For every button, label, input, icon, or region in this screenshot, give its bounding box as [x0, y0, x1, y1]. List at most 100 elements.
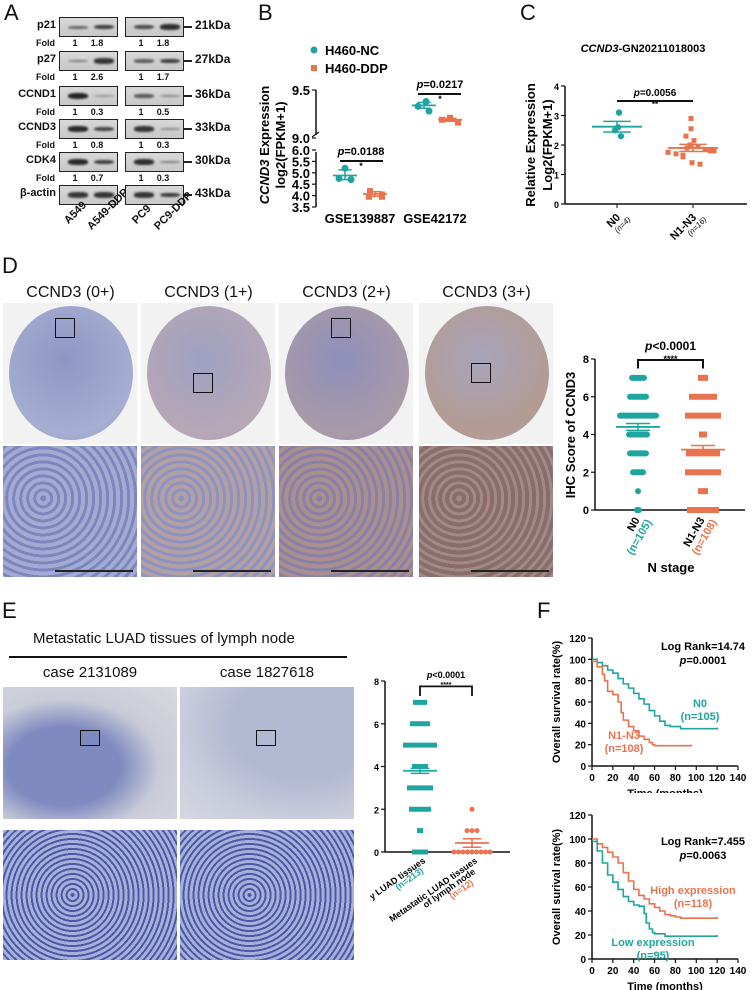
svg-text:p<0.0001: p<0.0001	[644, 339, 696, 353]
chart-f-survival-n-stage: 0 20 40 60 80 100 120 0 20 40 60 80 100 120 140 Time (m…	[551, 634, 747, 793]
scale-bar	[331, 570, 409, 572]
svg-text:(n=95): (n=95)	[637, 950, 670, 962]
protein-band	[94, 95, 114, 97]
blot-box	[125, 86, 184, 106]
protein-label: CDK4	[26, 154, 56, 166]
fold-value: 1.7	[156, 72, 170, 82]
svg-text:Overall survival rate(%): Overall survival rate(%)	[551, 641, 563, 764]
svg-text:2: 2	[554, 141, 559, 151]
zoom-box	[55, 318, 75, 338]
svg-text:p<0.0001: p<0.0001	[426, 670, 465, 680]
lymph-node-low-mag-image	[180, 687, 354, 819]
svg-text:****: ****	[441, 682, 452, 689]
protein-band	[134, 24, 154, 30]
protein-band	[68, 25, 88, 29]
svg-text:p=0.0217: p=0.0217	[416, 79, 464, 91]
kda-label: 30kDa	[195, 153, 231, 167]
svg-text:120: 120	[709, 966, 726, 977]
zoom-box	[471, 363, 491, 383]
fold-label: Fold	[36, 173, 55, 183]
chart-c-relative-expression: CCND3-GN20211018003 0 1 2 3 4 Relative Express…	[523, 43, 747, 243]
panel-f-label: F	[537, 598, 551, 623]
fold-value: 1	[138, 140, 144, 150]
fold-value: 0.3	[156, 140, 170, 150]
svg-text:GSE42172: GSE42172	[403, 211, 467, 226]
svg-text:120: 120	[569, 634, 586, 645]
case-title: case 2131089	[42, 664, 138, 681]
fold-label: Fold	[36, 72, 55, 82]
svg-text:80: 80	[575, 677, 587, 688]
svg-text:9.0: 9.0	[292, 131, 310, 146]
svg-text:20: 20	[607, 966, 619, 977]
tissue-core	[425, 306, 549, 440]
svg-text:20: 20	[607, 773, 619, 784]
svg-text:Overall surival rate(%): Overall surival rate(%)	[551, 829, 563, 946]
fold-value: 0.3	[156, 173, 170, 183]
protein-band	[160, 192, 180, 198]
lymph-node-low-mag-image	[3, 687, 177, 819]
fold-value: 1.8	[90, 38, 104, 48]
svg-text:CCND3-GN20211018003: CCND3-GN20211018003	[581, 43, 706, 55]
blot-box	[125, 185, 184, 205]
kda-label: 21kDa	[195, 18, 231, 32]
svg-text:N stage: N stage	[648, 560, 695, 575]
fold-value: 1	[138, 173, 144, 183]
ihc-magnified-image	[419, 446, 553, 577]
tma-core-image	[3, 303, 137, 444]
protein-band	[134, 94, 154, 98]
svg-text:p=0.0188: p=0.0188	[337, 146, 385, 158]
protein-band	[134, 159, 154, 165]
svg-text:6.0: 6.0	[292, 143, 310, 158]
svg-text:Log2(FPKM+1): Log2(FPKM+1)	[540, 99, 555, 190]
svg-text:4: 4	[554, 82, 559, 92]
zoom-box	[80, 730, 100, 746]
svg-text:6: 6	[583, 392, 589, 404]
svg-text:8: 8	[374, 677, 379, 687]
svg-text:0: 0	[589, 773, 595, 784]
protein-label: CCND3	[18, 121, 56, 133]
svg-text:100: 100	[688, 773, 705, 784]
svg-text:Log Rank=14.74: Log Rank=14.74	[661, 641, 746, 653]
svg-text:CCND3 Expression: CCND3 Expression	[257, 86, 272, 205]
svg-text:20: 20	[575, 741, 587, 752]
protein-band	[160, 95, 180, 97]
zoom-box	[193, 373, 213, 393]
fold-label: Fold	[36, 140, 55, 150]
svg-text:80: 80	[575, 859, 587, 870]
tissue-core	[9, 306, 133, 440]
svg-text:(n=118): (n=118)	[674, 898, 713, 910]
svg-text:60: 60	[575, 883, 587, 894]
fold-value: 2.6	[90, 72, 104, 82]
protein-band	[94, 192, 114, 198]
chart-f-survival-ccnd3-expression: 0 20 40 60 80 100 120 0 20 40 60 80 100 120 140 Time (m…	[551, 811, 747, 990]
protein-band	[160, 128, 180, 130]
svg-text:4.0: 4.0	[292, 189, 310, 204]
svg-text:0: 0	[554, 200, 559, 210]
scale-bar	[193, 570, 271, 572]
protein-label: p21	[37, 19, 56, 31]
svg-text:Log Rank=7.455: Log Rank=7.455	[661, 836, 745, 848]
zoom-box	[256, 730, 276, 746]
fold-value: 1	[72, 140, 78, 150]
blot-box	[125, 152, 184, 172]
svg-text:0: 0	[589, 966, 595, 977]
blot-box	[125, 119, 184, 139]
kda-label: 43kDa	[195, 186, 231, 200]
svg-text:20: 20	[575, 931, 587, 942]
case-title: case 1827618	[219, 664, 315, 681]
svg-text:1: 1	[554, 171, 559, 181]
svg-text:100: 100	[688, 966, 705, 977]
svg-text:Low expression: Low expression	[611, 937, 694, 949]
panel-c-label: C	[520, 0, 536, 25]
svg-text:40: 40	[575, 719, 587, 730]
scale-bar	[471, 570, 549, 572]
svg-text:0: 0	[580, 955, 586, 966]
fold-value: 1	[72, 173, 78, 183]
svg-text:4.5: 4.5	[292, 177, 310, 192]
protein-band	[160, 24, 180, 30]
svg-text:(n=108): (n=108)	[605, 743, 644, 755]
kda-label: 27kDa	[195, 52, 231, 66]
svg-text:80: 80	[670, 773, 682, 784]
svg-text:8: 8	[583, 354, 589, 366]
svg-text:N0: N0	[693, 698, 707, 710]
